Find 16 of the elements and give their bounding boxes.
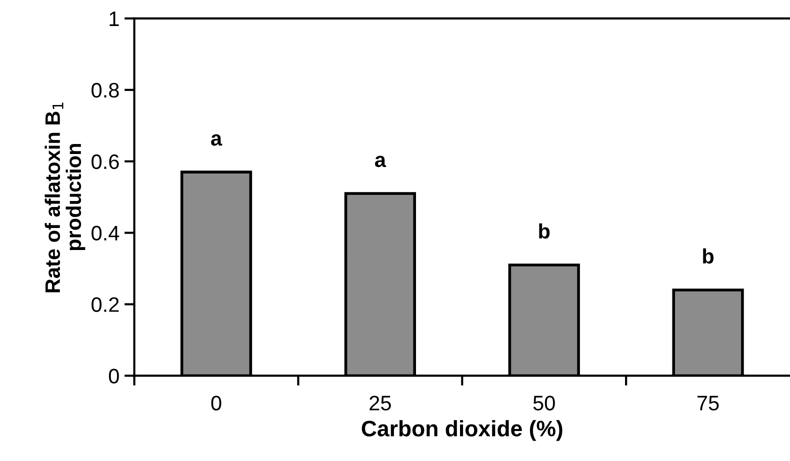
text: Rate of aflatoxin B$_{1}$ production bbox=[44, 102, 86, 292]
annotation: a bbox=[211, 134, 222, 146]
x-tick-label: 25 bbox=[370, 396, 391, 410]
y-tick-label: 0.4 bbox=[92, 226, 120, 241]
y-tick-label: 0.6 bbox=[92, 154, 119, 170]
x-tick-label: 50 bbox=[533, 396, 555, 410]
y-tick-label: 0.8 bbox=[92, 82, 119, 98]
annotation: b bbox=[539, 223, 550, 239]
annotation: a bbox=[375, 156, 386, 168]
x-axis-title: Carbon dioxide (%) bbox=[362, 420, 562, 441]
x-tick-label: 75 bbox=[698, 396, 719, 410]
y-tick-label: 1 bbox=[110, 12, 119, 26]
y-tick-label: 0.2 bbox=[92, 297, 119, 312]
y-tick-label: 0 bbox=[108, 368, 119, 384]
x-tick-label: 0 bbox=[211, 396, 222, 410]
annotation: b bbox=[703, 248, 714, 264]
